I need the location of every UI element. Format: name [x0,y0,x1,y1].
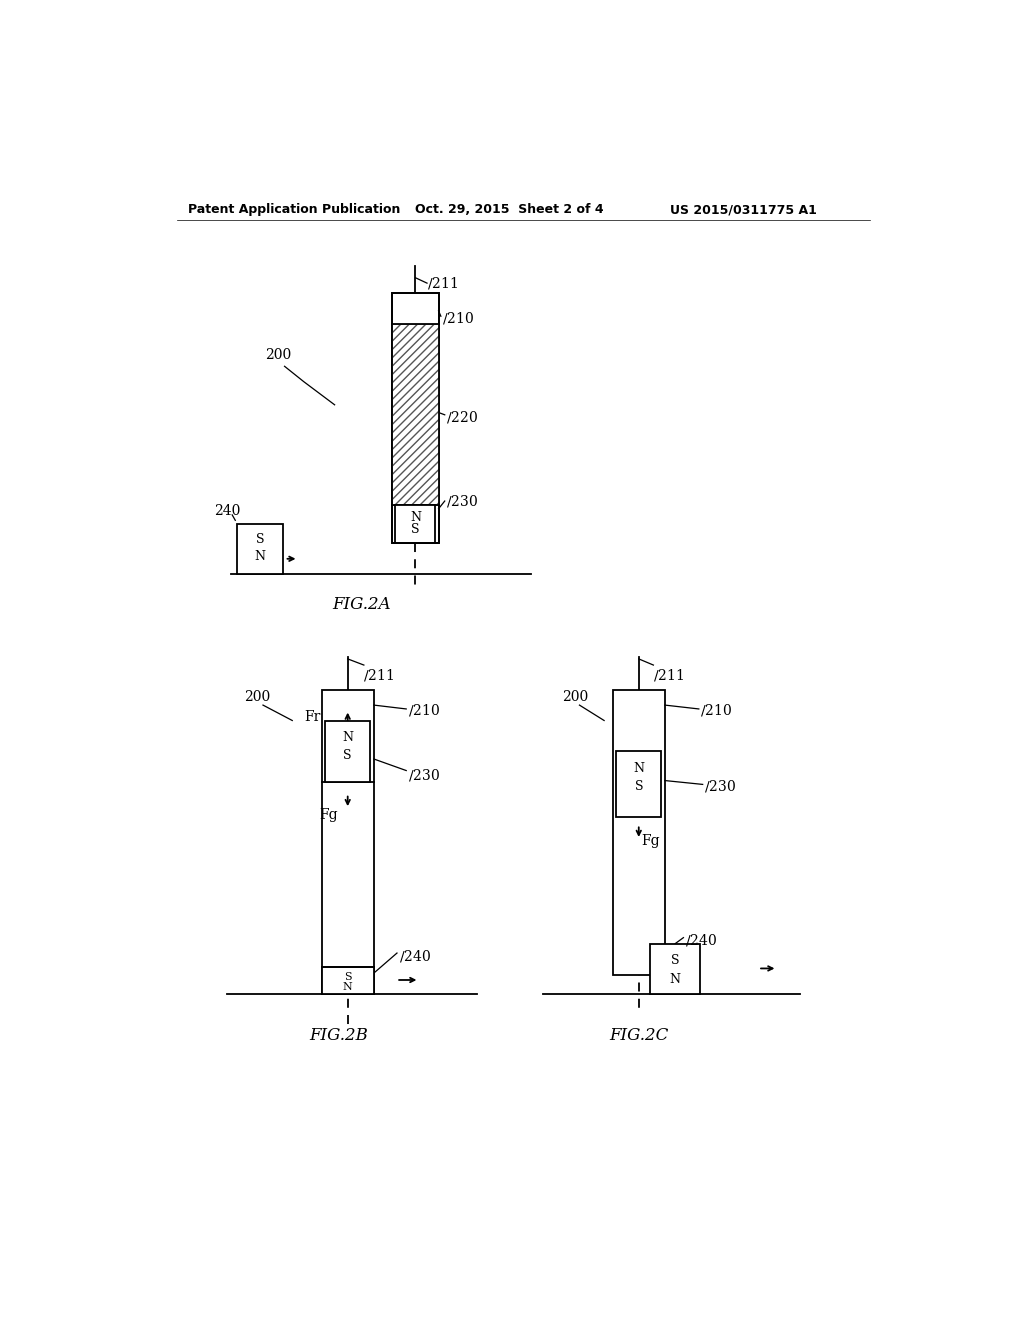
Bar [322,966,374,994]
Text: S: S [671,954,679,968]
Text: $\mathsf{/}$211: $\mathsf{/}$211 [427,276,458,292]
Text: N: N [342,731,353,744]
Text: S: S [412,523,420,536]
Text: N: N [254,550,265,564]
Text: $\mathsf{/}$211: $\mathsf{/}$211 [364,667,394,682]
Text: N: N [633,762,644,775]
Text: N: N [343,982,352,991]
Text: FIG.2C: FIG.2C [609,1027,669,1044]
Bar [322,689,374,994]
Text: US 2015/0311775 A1: US 2015/0311775 A1 [670,203,816,216]
Text: N: N [670,973,681,986]
Text: $\mathsf{/}$230: $\mathsf{/}$230 [705,779,736,795]
Text: 200: 200 [265,347,292,362]
Bar [616,751,662,817]
Bar [237,524,283,574]
Bar [612,689,665,974]
Text: 200: 200 [245,690,270,705]
Text: S: S [635,780,643,793]
Text: $\mathsf{/}$240: $\mathsf{/}$240 [685,932,717,948]
Text: $\mathsf{/}$210: $\mathsf{/}$210 [408,702,440,718]
Text: $\mathsf{/}$240: $\mathsf{/}$240 [398,948,431,964]
Text: S: S [343,750,352,763]
Text: N: N [410,511,421,524]
Text: 240: 240 [214,504,240,517]
Text: S: S [256,533,264,546]
Text: $\mathsf{/}$220: $\mathsf{/}$220 [446,409,478,425]
Text: 200: 200 [562,690,588,705]
Text: Oct. 29, 2015  Sheet 2 of 4: Oct. 29, 2015 Sheet 2 of 4 [416,203,604,216]
Bar [326,721,370,781]
Text: S: S [344,972,351,982]
Text: $\mathsf{/}$211: $\mathsf{/}$211 [652,667,684,682]
Text: FIG.2A: FIG.2A [332,595,391,612]
Text: $\mathsf{/}$210: $\mathsf{/}$210 [442,310,474,326]
Text: $\mathsf{/}$230: $\mathsf{/}$230 [446,494,478,510]
Text: Fr: Fr [304,710,321,725]
Text: Fg: Fg [641,834,659,847]
Bar [650,944,700,994]
Text: Fg: Fg [319,808,338,821]
Bar [392,323,438,506]
Bar [395,506,435,544]
Bar [392,293,438,544]
Text: FIG.2B: FIG.2B [309,1027,368,1044]
Text: Patent Application Publication: Patent Application Publication [188,203,400,216]
Bar [392,293,438,544]
Text: $\mathsf{/}$230: $\mathsf{/}$230 [408,767,440,783]
Text: $\mathsf{/}$210: $\mathsf{/}$210 [700,702,732,718]
